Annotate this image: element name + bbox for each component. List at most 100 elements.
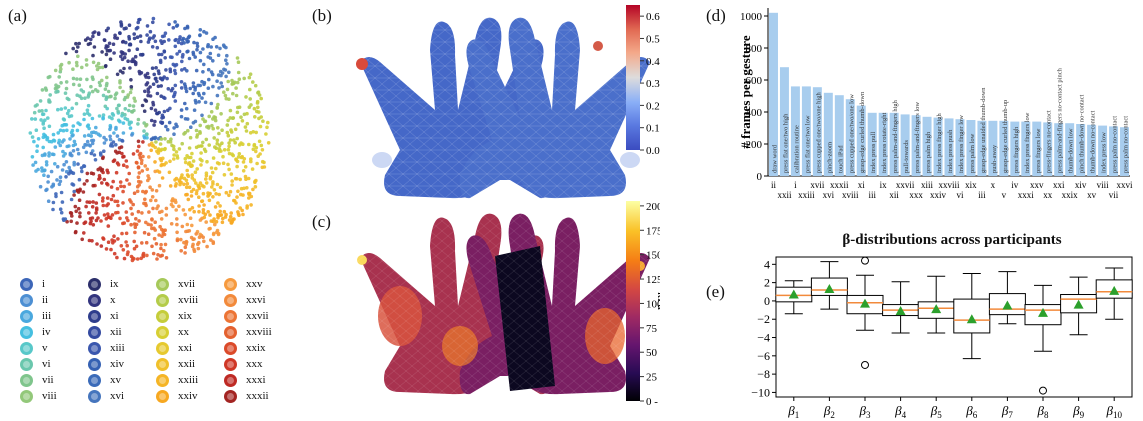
scatter-point xyxy=(194,181,198,185)
scatter-point xyxy=(101,156,105,161)
scatter-point xyxy=(96,167,100,172)
scatter-point xyxy=(151,20,155,25)
x-tick-label: xxxii xyxy=(830,180,849,190)
scatter-point xyxy=(209,101,214,106)
legend-item-iii: iii xyxy=(20,308,51,324)
scatter-point xyxy=(103,104,108,109)
scatter-point xyxy=(108,57,113,61)
scatter-point xyxy=(248,131,253,135)
colorbar-c-tick-label: 100 - xyxy=(646,298,660,310)
colorbar-b-tick-label: 0.2 xyxy=(646,100,660,112)
scatter-point xyxy=(229,211,233,215)
scatter-point xyxy=(120,138,124,143)
scatter-point xyxy=(152,34,156,38)
scatter-point xyxy=(139,39,143,44)
scatter-point xyxy=(120,231,124,236)
scatter-point xyxy=(243,125,248,129)
scatter-point xyxy=(215,228,220,233)
scatter-point xyxy=(174,176,179,181)
scatter-point xyxy=(157,52,161,57)
scatter-point xyxy=(58,175,63,179)
bar xyxy=(845,99,855,176)
bar-text: touch iPad xyxy=(837,145,844,173)
scatter-point xyxy=(216,53,221,57)
x-tick-label: vi xyxy=(956,190,964,200)
scatter-point xyxy=(115,186,120,191)
scatter-point xyxy=(215,79,219,83)
scatter-point xyxy=(191,50,195,55)
scatter-point xyxy=(224,45,228,50)
scatter-point xyxy=(86,42,91,47)
x-tick-label: xxx xyxy=(909,190,923,200)
scatter-point xyxy=(87,211,91,215)
bar-text: pinch thumb-down no-contact xyxy=(1079,94,1086,173)
x-tick-label: β5 xyxy=(930,403,942,420)
scatter-point xyxy=(162,147,167,152)
scatter-point xyxy=(109,185,114,189)
scatter-point xyxy=(210,170,215,175)
scatter-point xyxy=(172,126,176,130)
scatter-point xyxy=(191,159,196,163)
scatter-point xyxy=(101,93,106,98)
scatter-point xyxy=(201,191,206,196)
panel-label-d: (d) xyxy=(706,6,726,25)
scatter-point xyxy=(235,80,240,85)
scatter-point xyxy=(246,176,251,181)
y-tick-label: 800 xyxy=(746,43,763,55)
box-β1 xyxy=(775,280,813,315)
scatter-point xyxy=(198,58,203,63)
scatter-point xyxy=(227,151,232,156)
scatter-point xyxy=(183,26,187,31)
scatter-point xyxy=(106,212,110,216)
scatter-point xyxy=(238,206,242,210)
scatter-point xyxy=(155,79,159,84)
scatter-point xyxy=(172,132,176,136)
scatter-point xyxy=(75,63,79,68)
y-tick-label: 0 xyxy=(764,294,770,308)
scatter-point xyxy=(112,51,116,55)
scatter-point xyxy=(167,120,172,125)
x-tick-label: ix xyxy=(880,180,888,190)
scatter-point xyxy=(127,23,132,28)
scatter-point xyxy=(59,81,63,85)
scatter-point xyxy=(236,212,241,216)
scatter-point xyxy=(89,151,94,156)
scatter-point xyxy=(82,117,86,122)
scatter-point xyxy=(174,62,179,67)
scatter-point xyxy=(154,140,158,144)
colorbar-c-tick-label: 25 - xyxy=(646,372,660,384)
bar xyxy=(801,86,811,176)
scatter-point xyxy=(190,151,194,156)
legend-marker xyxy=(20,293,33,307)
scatter-point xyxy=(215,141,219,146)
scatter-point xyxy=(179,249,183,253)
scatter-point xyxy=(164,161,168,165)
y-tick-label: 1000 xyxy=(740,11,763,23)
scatter-point xyxy=(202,62,206,67)
legend-label: xi xyxy=(110,310,119,322)
bar xyxy=(911,115,921,176)
scatter-point xyxy=(135,189,140,194)
bar-text: index press finger low xyxy=(958,115,965,173)
x-tick-label: xi xyxy=(858,180,866,190)
x-tick-label: β3 xyxy=(859,403,871,420)
legend-marker xyxy=(224,277,237,291)
scatter-point xyxy=(78,211,82,215)
scatter-point xyxy=(85,200,89,204)
scatter-point xyxy=(190,164,194,168)
scatter-point xyxy=(247,196,251,200)
legend-marker xyxy=(224,325,237,339)
legend-item-xiv: xiv xyxy=(88,356,124,372)
scatter-point xyxy=(36,137,41,141)
scatter-point xyxy=(144,220,148,225)
scatter-point xyxy=(260,159,265,164)
scatter-point xyxy=(35,144,40,148)
scatter-point xyxy=(142,136,147,140)
colorbar-c-tick-label: 50 - xyxy=(646,347,660,359)
scatter-point xyxy=(122,66,126,71)
scatter-point xyxy=(46,180,50,184)
scatter-point xyxy=(82,221,86,226)
scatter-point xyxy=(241,169,246,173)
scatter-point xyxy=(236,189,240,194)
scatter-point xyxy=(248,97,252,101)
